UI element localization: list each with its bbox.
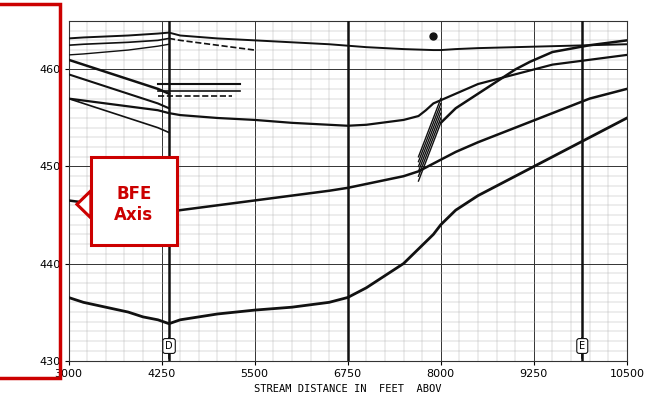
FancyBboxPatch shape [91,157,177,245]
Text: BFE
Axis: BFE Axis [114,185,153,224]
Polygon shape [77,191,91,218]
X-axis label: STREAM DISTANCE IN  FEET  ABOV: STREAM DISTANCE IN FEET ABOV [254,384,441,394]
Bar [0,4,60,378]
Text: E: E [579,341,586,351]
Text: D: D [165,341,173,351]
